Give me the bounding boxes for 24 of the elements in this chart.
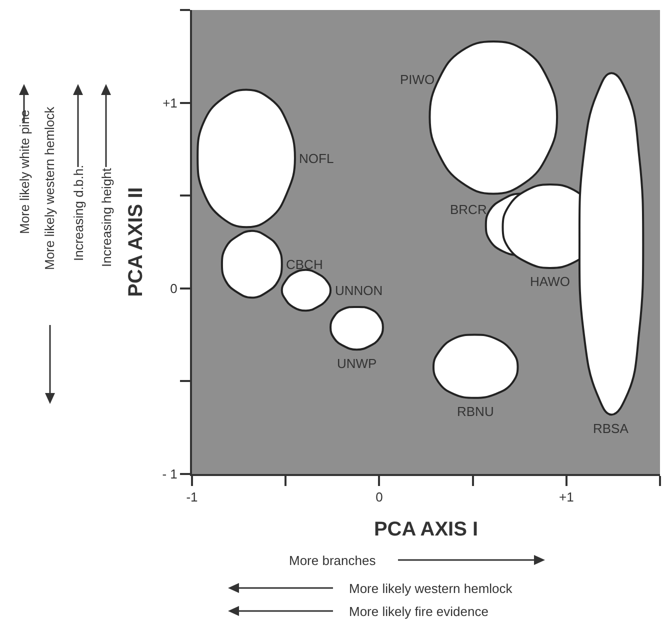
x-axis-title: PCA AXIS I [374, 518, 478, 541]
series-label: HAWO [530, 274, 570, 289]
text: Increasing d.b.h. [71, 164, 86, 261]
series-label: RBNU [457, 404, 494, 419]
series-label: NOFL [299, 151, 334, 166]
text: More likely white pine [17, 110, 32, 234]
x-tick-label: +1 [558, 490, 574, 505]
x-tick-label: -1 [186, 490, 198, 505]
series-label: RBSA [593, 421, 629, 436]
text: More likely western hemlock [349, 581, 513, 596]
series-label: PIWO [400, 72, 435, 87]
text: Increasing height [99, 168, 114, 267]
y-tick-label: +1 [162, 95, 178, 110]
y-tick-label: - 1 [162, 466, 178, 482]
text: More likely western hemlock [42, 106, 57, 270]
series-label: CBCH [286, 257, 323, 272]
series-label: BRCR [450, 202, 487, 217]
text: More branches [289, 553, 376, 568]
series-label: UNNON [335, 283, 383, 298]
x-tick-label: 0 [376, 490, 383, 505]
text: More likely fire evidence [349, 604, 488, 619]
series-label: UNWP [337, 356, 377, 371]
y-tick-label: 0 [170, 280, 178, 296]
y-axis-title: PCA AXIS II [125, 187, 148, 297]
